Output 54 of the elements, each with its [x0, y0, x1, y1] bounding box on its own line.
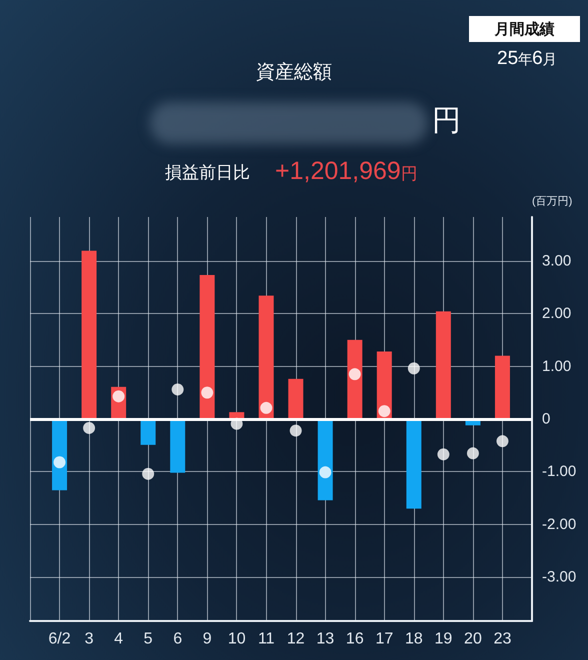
point [408, 362, 420, 374]
point [54, 456, 66, 468]
text: 損益前日比 [165, 163, 250, 183]
x-tick-label: 11 [258, 630, 275, 648]
x-tick-label: 12 [286, 630, 305, 648]
y-tick-label: 1.00 [542, 358, 572, 375]
x-tick-label: 17 [375, 630, 394, 648]
x-tick-label: 4 [114, 630, 124, 648]
point [201, 386, 214, 399]
point [172, 383, 184, 396]
point [142, 468, 154, 480]
point [437, 448, 450, 460]
bar [406, 419, 422, 509]
y-tick-label: 0 [542, 410, 550, 428]
x-tick-label: 6/2 [48, 630, 71, 648]
x-tick-label: 23 [494, 630, 512, 648]
chart-title: 資産総額 [256, 61, 332, 83]
bar [170, 419, 186, 473]
point [496, 435, 508, 448]
point [319, 466, 332, 478]
y-tick-label: -2.00 [542, 516, 576, 533]
x-tick-label: 20 [464, 630, 482, 648]
x-tick-label: 9 [202, 630, 212, 648]
bar [258, 296, 274, 419]
point [378, 405, 390, 418]
y-tick-label: 2.00 [542, 305, 572, 322]
x-tick-label: 5 [144, 630, 153, 648]
x-tick-label: 19 [434, 630, 452, 648]
y-tick-label: 3.00 [542, 252, 572, 270]
point [260, 402, 272, 414]
bar [494, 356, 510, 419]
point [230, 418, 243, 430]
text: 月間成績 [469, 16, 580, 42]
point [466, 447, 479, 460]
text: 円 [432, 103, 461, 137]
y-tick-label: -3.00 [542, 568, 576, 586]
x-tick-label: 16 [346, 630, 364, 648]
y-tick-label: -1.00 [542, 463, 576, 480]
bar [82, 250, 97, 419]
point [290, 424, 302, 437]
point [348, 368, 361, 380]
bar [140, 419, 156, 445]
text: 25年6月 [497, 48, 557, 69]
x-tick-label: 18 [404, 630, 423, 648]
x-tick-label: 6 [173, 630, 182, 648]
x-tick-label: 3 [84, 630, 94, 648]
bar [288, 378, 304, 419]
bar [436, 311, 451, 419]
x-tick-label: 10 [228, 630, 246, 648]
x-tick-label: 13 [316, 630, 334, 648]
text: +1,201,969円 [275, 157, 418, 185]
y-axis-title: (百万円) [532, 196, 572, 208]
point [83, 422, 96, 434]
bar [200, 275, 215, 419]
